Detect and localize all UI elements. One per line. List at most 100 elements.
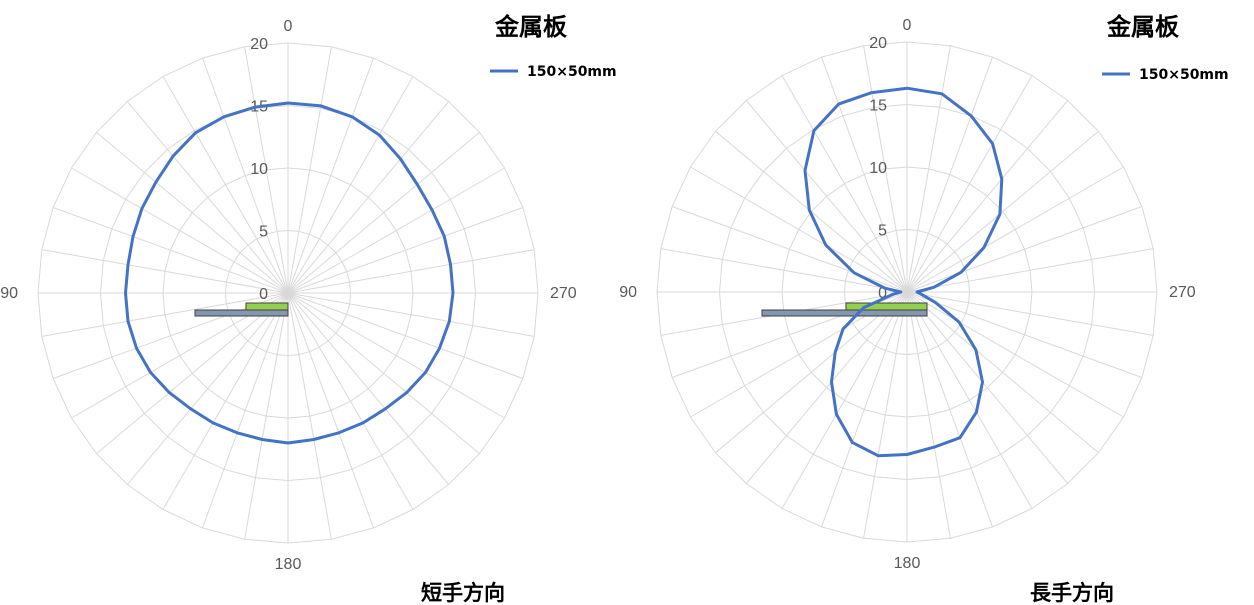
grid-spoke — [287, 46, 332, 294]
radial-tick-labels: 0 5 10 15 20 — [869, 35, 887, 302]
angle-label-top: 0 — [903, 17, 912, 34]
grid-spoke — [906, 56, 993, 293]
grid-spoke — [202, 57, 289, 294]
grid-spoke — [96, 131, 289, 294]
metal-plate-graphic — [194, 302, 289, 317]
metal-plate-graphic — [761, 302, 928, 317]
radial-tick-label: 20 — [869, 35, 887, 52]
grid-spoke — [287, 292, 332, 540]
polar-grid — [37, 42, 539, 544]
grid-spoke — [745, 291, 908, 484]
grid-spoke — [287, 292, 524, 379]
polar-grid — [656, 41, 1158, 543]
angle-label-top: 0 — [284, 18, 293, 35]
radial-tick-label: 0 — [878, 285, 887, 302]
grid-spoke — [287, 57, 374, 294]
grid-spoke — [287, 76, 414, 294]
grid-spoke — [906, 75, 1033, 293]
grid-spoke — [287, 167, 505, 294]
grid-spoke — [781, 291, 908, 509]
grid-spoke — [287, 249, 535, 294]
grid-spoke — [906, 291, 1124, 418]
angle-labels: 0 180 90 270 — [619, 17, 1196, 572]
grid-spoke — [821, 56, 908, 293]
grid-spoke — [906, 248, 1154, 293]
chart-caption: 短手方向 — [421, 581, 505, 605]
grid-spoke — [96, 292, 289, 455]
radial-tick-label: 15 — [869, 98, 887, 115]
series-line — [803, 86, 1004, 458]
grid-spoke — [821, 291, 908, 528]
angle-label-right: 270 — [1169, 284, 1196, 301]
radial-tick-label: 20 — [250, 36, 268, 53]
plate-body — [761, 309, 928, 317]
grid-spoke — [287, 207, 524, 294]
grid-spoke — [287, 292, 480, 455]
grid-spoke — [287, 292, 450, 485]
legend: 150×50mm — [490, 64, 617, 80]
plate-body — [194, 309, 289, 317]
grid-spoke — [781, 75, 908, 293]
grid-spoke — [202, 292, 289, 529]
grid-spoke — [906, 291, 993, 528]
grid-spoke — [244, 46, 289, 294]
grid-spoke — [906, 100, 1069, 293]
grid-spoke — [906, 291, 1143, 378]
grid-spoke — [745, 100, 908, 293]
series-lines — [803, 86, 1004, 458]
grid-spoke — [671, 206, 908, 293]
grid-spoke — [41, 249, 289, 294]
polar-chart-long-direction: 0 5 10 15 20 0 180 90 270 金属板 150×50mm 長手方向 — [619, 13, 1228, 605]
angle-label-left: 90 — [619, 284, 637, 301]
angle-label-left: 90 — [0, 285, 18, 302]
angle-label-bottom: 180 — [894, 555, 921, 572]
legend-label: 150×50mm — [527, 64, 617, 80]
legend-label: 150×50mm — [1139, 67, 1229, 83]
plate-top — [245, 302, 289, 311]
grid-spoke — [126, 292, 289, 485]
grid-spoke — [906, 291, 1069, 484]
grid-spoke — [906, 206, 1143, 293]
chart-caption: 長手方向 — [1030, 581, 1114, 605]
grid-spoke — [660, 248, 908, 293]
grid-spoke — [244, 292, 289, 540]
grid-spoke — [690, 166, 908, 293]
series-line — [124, 101, 455, 445]
grid-spoke — [41, 292, 289, 337]
grid-spoke — [906, 291, 1099, 454]
angle-label-right: 270 — [550, 285, 577, 302]
legend: 150×50mm — [1102, 67, 1229, 83]
radial-tick-label: 10 — [250, 161, 268, 178]
chart-title: 金属板 — [1106, 13, 1180, 41]
plate-top — [845, 302, 928, 311]
grid-spoke — [863, 45, 908, 293]
grid-spoke — [287, 292, 374, 529]
grid-spoke — [287, 101, 450, 294]
angle-label-bottom: 180 — [275, 556, 302, 573]
chart-title: 金属板 — [494, 13, 568, 41]
angle-labels: 0 180 90 270 — [0, 18, 577, 573]
grid-spoke — [287, 292, 505, 419]
grid-spoke — [906, 166, 1124, 293]
grid-spoke — [287, 131, 480, 294]
grid-spoke — [906, 291, 951, 539]
radial-tick-label: 10 — [869, 160, 887, 177]
grid-spoke — [906, 291, 1033, 509]
radial-tick-label: 5 — [878, 223, 887, 240]
grid-spoke — [906, 45, 951, 293]
grid-spoke — [162, 292, 289, 510]
grid-spoke — [863, 291, 908, 539]
radial-tick-label: 0 — [259, 286, 268, 303]
grid-spoke — [906, 130, 1099, 293]
grid-spoke — [287, 292, 535, 337]
radial-tick-label: 5 — [259, 224, 268, 241]
grid-spoke — [71, 167, 289, 294]
grid-spoke — [52, 207, 289, 294]
grid-spoke — [715, 291, 908, 454]
grid-spoke — [162, 76, 289, 294]
grid-spoke — [906, 291, 1154, 336]
series-lines — [124, 101, 455, 445]
